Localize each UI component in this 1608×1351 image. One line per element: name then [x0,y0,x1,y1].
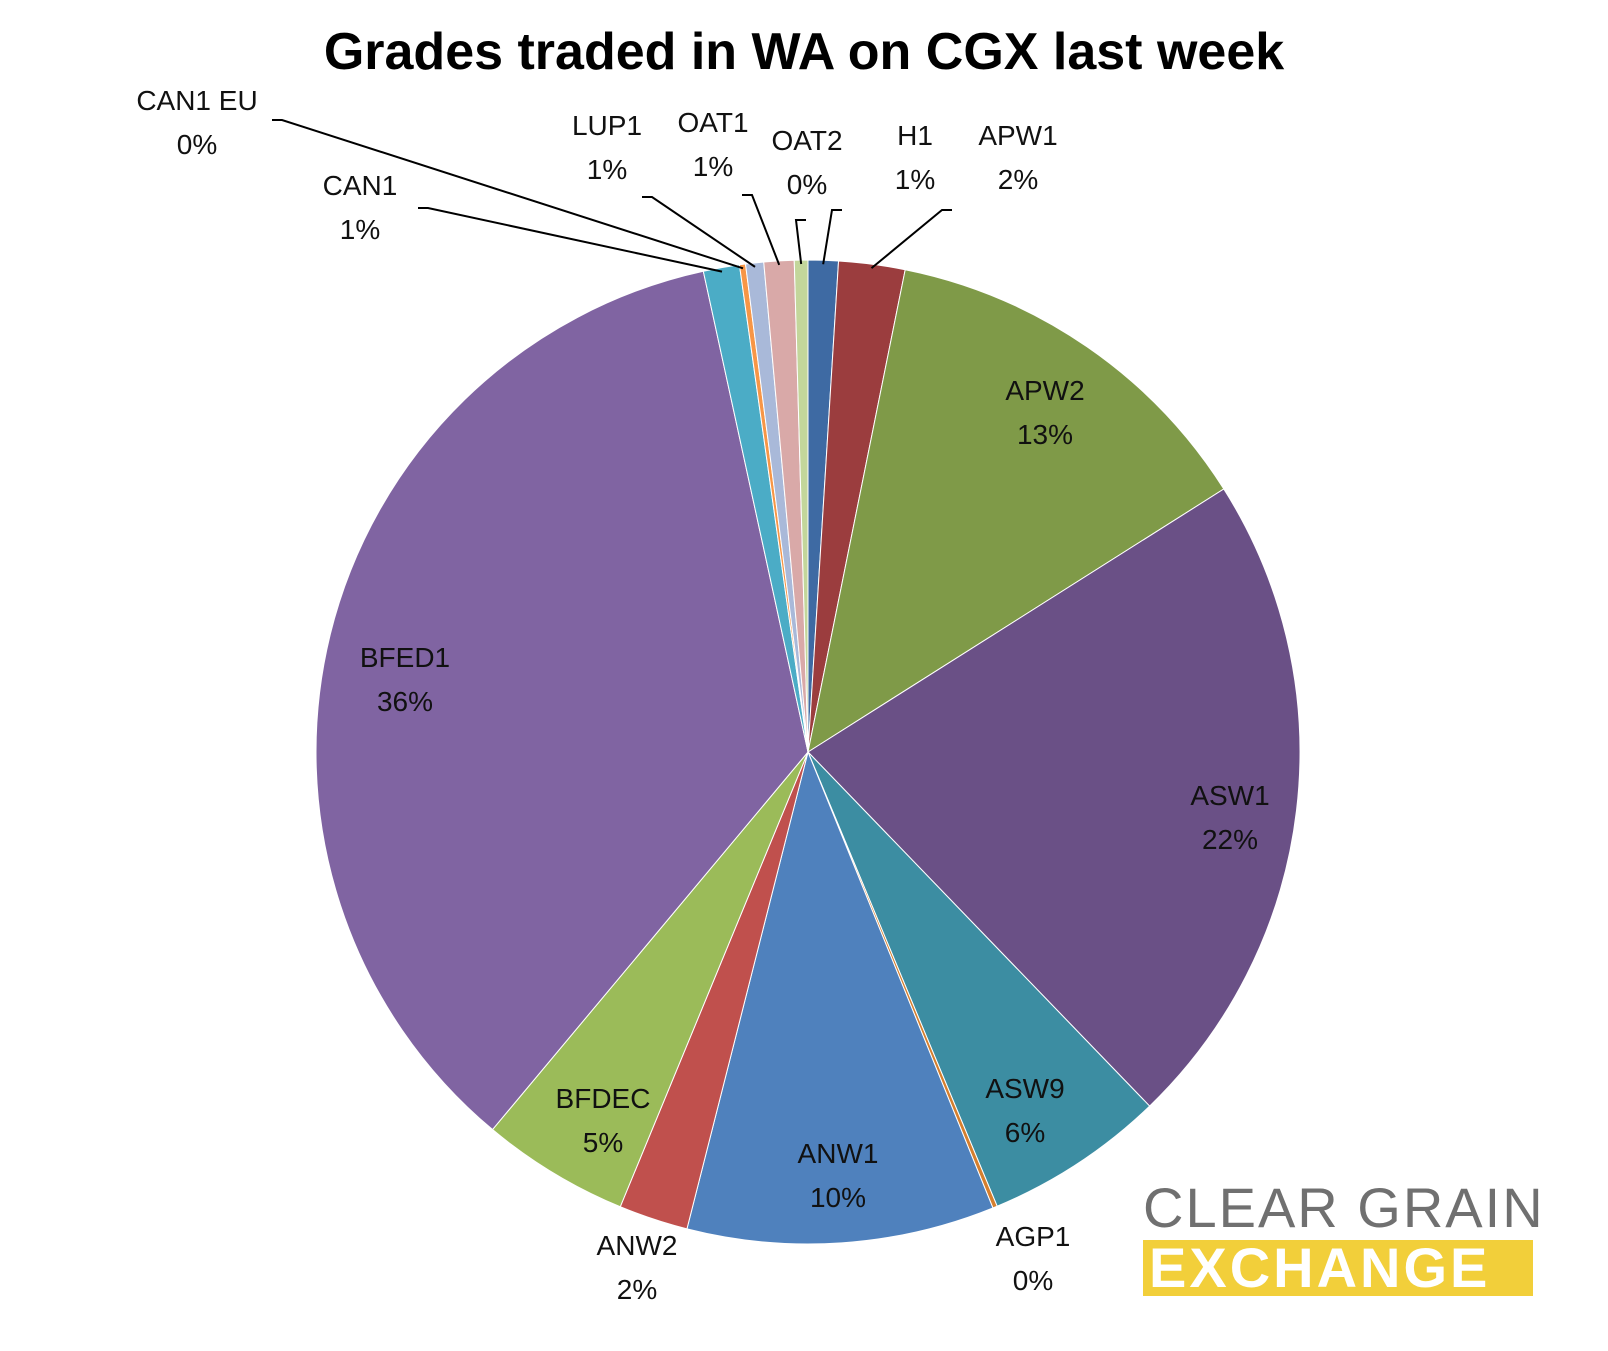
pie-slice-asw9 [807,751,1151,1207]
pie-slice-bfdec [491,751,809,1208]
leader-line-can1 [418,207,723,273]
logo-line2: EXCHANGE [1143,1240,1533,1296]
slice-label-percent: 10% [810,1182,866,1213]
slice-label-name: OAT2 [771,125,842,156]
pie-slice-asw1 [807,488,1301,1107]
slice-label-percent: 13% [1017,419,1073,450]
slice-label-name: BFDEC [556,1083,651,1114]
slice-label-percent: 2% [998,164,1038,195]
slice-label-percent: 1% [895,164,935,195]
slice-label-name: OAT1 [677,107,748,138]
leader-line-apw1 [870,209,952,269]
slice-label-percent: 0% [177,129,217,160]
slice-label-name: BFED1 [360,642,450,673]
slice-label-name: APW2 [1005,375,1084,406]
slice-label-name: ASW1 [1190,780,1269,811]
slice-label-name: H1 [897,120,933,151]
pie-slice-apw2 [807,269,1225,754]
chart-title: Grades traded in WA on CGX last week [323,23,1285,81]
slice-label-name: ASW9 [985,1073,1064,1104]
slice-label-percent: 0% [1013,1265,1053,1296]
slice-label-percent: 22% [1202,824,1258,855]
leader-line-lup1 [642,196,756,268]
slice-label-percent: 1% [587,154,627,185]
pie-slices [315,259,1301,1245]
brand-logo: CLEAR GRAIN EXCHANGE [1143,1176,1545,1296]
slice-label-percent: 5% [583,1127,623,1158]
slice-label-name: CAN1 EU [136,85,257,116]
logo-line1: CLEAR GRAIN [1143,1176,1545,1239]
slice-label-name: CAN1 [323,170,398,201]
slice-label-name: AGP1 [996,1221,1071,1252]
leader-line-oat1 [742,194,781,266]
pie-slice-bfed1 [315,270,809,1131]
slice-label-percent: 1% [693,151,733,182]
leader-line-h1 [822,209,842,265]
slice-label-percent: 36% [377,686,433,717]
slice-label-percent: 0% [787,169,827,200]
slice-label-percent: 1% [340,214,380,245]
leader-lines [272,119,952,273]
slice-label-percent: 6% [1005,1117,1045,1148]
slice-labels: H1 1% APW1 2% APW2 13% ASW1 22% ASW9 6% AGP1 0% ANW1… [136,85,1269,1305]
slice-label-name: ANW1 [798,1138,879,1169]
slice-label-percent: 2% [617,1274,657,1305]
pie-slice-anw1 [686,750,994,1245]
leader-line-oat2 [794,219,806,265]
slice-label-name: ANW2 [597,1230,678,1261]
leader-line-can1-eu [272,119,744,270]
slice-label-name: APW1 [978,120,1057,151]
slice-label-name: LUP1 [572,110,642,141]
